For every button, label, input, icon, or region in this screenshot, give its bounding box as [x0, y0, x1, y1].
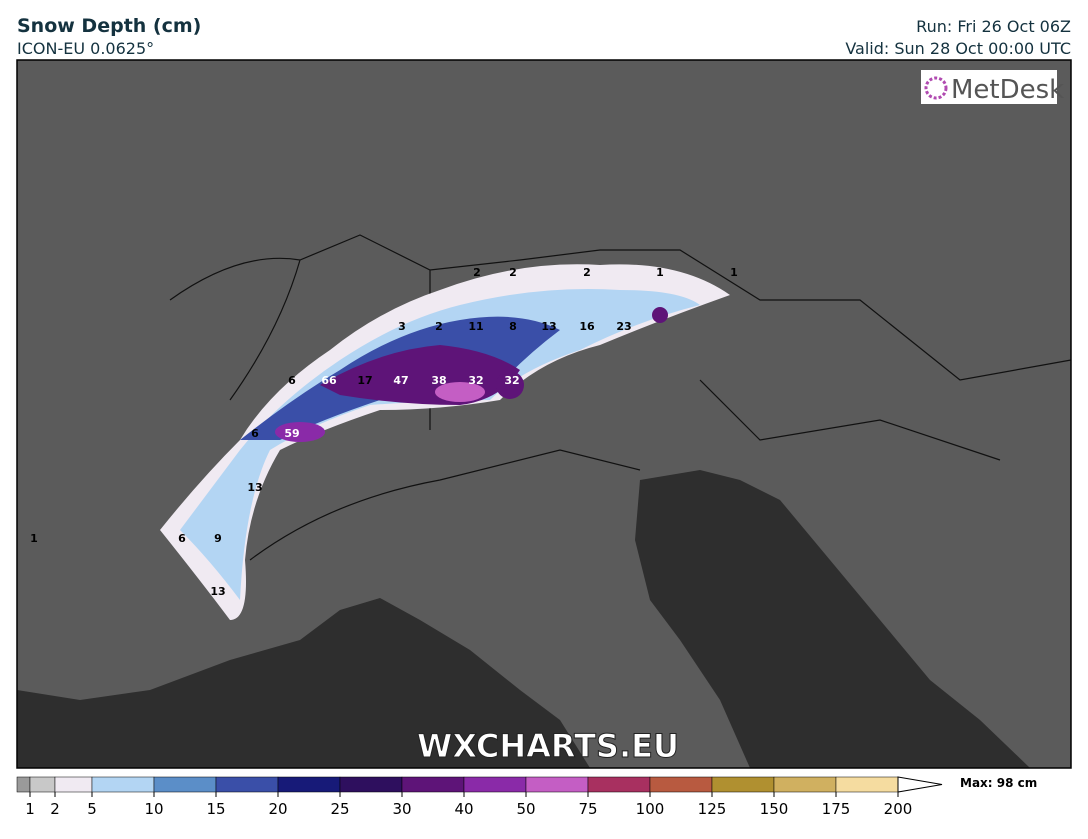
colorbar-under [16, 776, 31, 793]
map-label: 23 [616, 320, 631, 333]
borders [169, 234, 1072, 561]
colorbar-tick-label: 25 [330, 800, 349, 818]
colorbar-arrow [897, 776, 943, 793]
map-label: 13 [247, 481, 262, 494]
colorbar-tick-label: 2 [50, 800, 60, 818]
map-label: 1 [730, 266, 738, 279]
map-label: 66 [321, 374, 337, 387]
map-label: 8 [509, 320, 517, 333]
colorbar-tick-label: 1 [25, 800, 35, 818]
colorbar-tick-label: 100 [636, 800, 665, 818]
colorbar-segment [401, 776, 465, 793]
colorbar-tick-label: 5 [87, 800, 97, 818]
colorbar-segment [153, 776, 217, 793]
colorbar-tick-label: 15 [206, 800, 225, 818]
map-label: 13 [541, 320, 556, 333]
colorbar-segment [711, 776, 775, 793]
map-label: 11 [468, 320, 483, 333]
map-label: 1 [656, 266, 664, 279]
map-label: 16 [579, 320, 595, 333]
map-label: 2 [583, 266, 591, 279]
run: Run: Fri 26 Oct 06Z [916, 17, 1071, 36]
snow-cover [160, 264, 730, 620]
map-label: 6 [288, 374, 296, 387]
map-label: 47 [393, 374, 408, 387]
colorbar-segment [277, 776, 341, 793]
colorbar-tick-label: 75 [578, 800, 597, 818]
colorbar-segment [835, 776, 899, 793]
map-label: 2 [435, 320, 443, 333]
map-label: 38 [431, 374, 446, 387]
logo-box [921, 70, 1057, 104]
max-label: Max: 98 cm [960, 776, 1037, 790]
valid: Valid: Sun 28 Oct 00:00 UTC [845, 39, 1071, 58]
colorbar-segment [773, 776, 837, 793]
colorbar-tick-label: 50 [516, 800, 535, 818]
colorbar-tick-label: 125 [698, 800, 727, 818]
map-frame [16, 59, 1072, 769]
map-label: 3 [398, 320, 406, 333]
colorbar-segment [463, 776, 527, 793]
map-label: 17 [357, 374, 372, 387]
colorbar-tick-label: 200 [884, 800, 913, 818]
map-label: 6 [251, 427, 259, 440]
colorbar-segment [587, 776, 651, 793]
colorbar-tick-label: 30 [392, 800, 411, 818]
title: Snow Depth (cm) [17, 15, 201, 37]
colorbar-tick-label: 10 [144, 800, 163, 818]
logo-icon [924, 76, 948, 100]
colorbar-tick-label: 175 [822, 800, 851, 818]
map-label: 6 [178, 532, 186, 545]
colorbar-segment [525, 776, 589, 793]
colorbar-tick-label: 20 [268, 800, 287, 818]
colorbar-segment [54, 776, 93, 793]
colorbar-segment [29, 776, 56, 793]
map-label: 32 [468, 374, 483, 387]
map-label: 2 [473, 266, 481, 279]
map: MetDesk WXCHARTS.EU [17, 60, 1072, 768]
colorbar-segment [649, 776, 713, 793]
colorbar-segment [215, 776, 279, 793]
sea [17, 598, 590, 768]
model: ICON-EU 0.0625° [17, 39, 154, 58]
map-label: 13 [210, 585, 225, 598]
logo: MetDesk [951, 75, 1064, 105]
colorbar-segment [91, 776, 155, 793]
map-label: 59 [284, 427, 299, 440]
watermark: WXCHARTS.EU [417, 727, 679, 765]
adriatic [635, 470, 1030, 768]
colorbar-tick-label: 150 [760, 800, 789, 818]
colorbar-segment [339, 776, 403, 793]
map-label: 32 [504, 374, 519, 387]
map-label: 2 [509, 266, 517, 279]
colorbar-tick-label: 40 [454, 800, 473, 818]
map-label: 1 [30, 532, 38, 545]
map-label: 9 [214, 532, 222, 545]
